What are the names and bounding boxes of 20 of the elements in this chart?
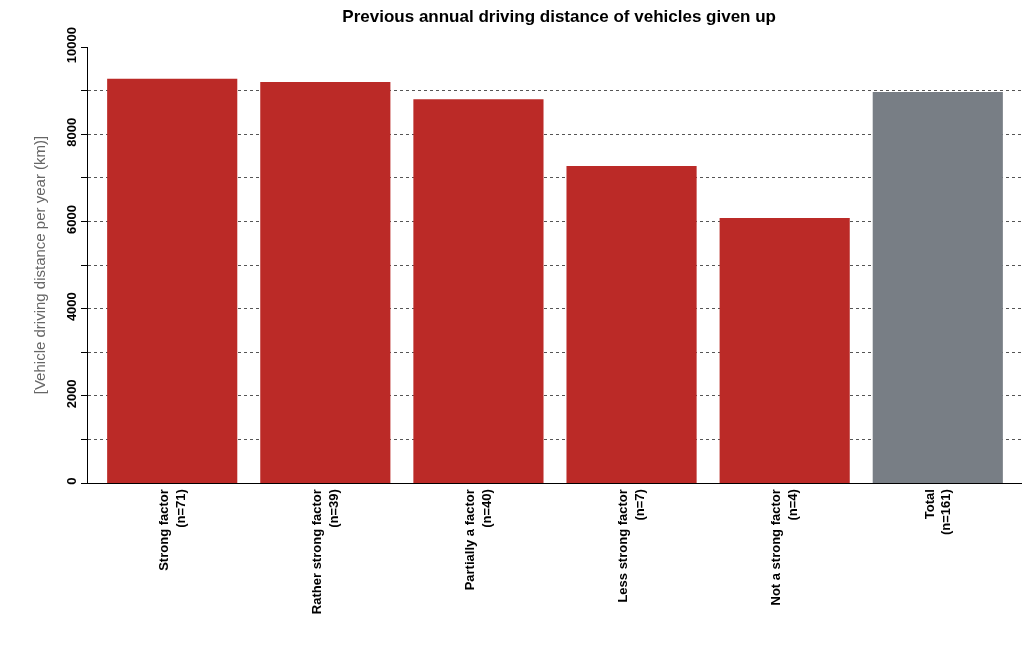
- x-tick-label: Rather strong factor (n=39): [309, 489, 342, 615]
- x-tick-label: Strong factor (n=71): [155, 489, 188, 571]
- bar: [566, 166, 697, 483]
- y-tick-label: 10000: [63, 26, 79, 64]
- bar: [107, 78, 238, 483]
- x-tick-label: Partially a factor (n=40): [462, 489, 495, 591]
- y-axis-title: [Vehicle driving distance per year (km)]: [31, 135, 49, 395]
- y-tick-label: 0: [63, 477, 79, 485]
- bar: [719, 217, 850, 483]
- y-tick-label: 4000: [63, 292, 79, 322]
- x-tick-label: Total (n=161): [921, 489, 954, 536]
- x-tick-label: Not a strong factor (n=4): [768, 489, 801, 606]
- x-tick-label: Less strong factor (n=7): [615, 489, 648, 603]
- bar: [872, 91, 1003, 483]
- y-tick-label: 6000: [63, 204, 79, 234]
- y-tick-label: 2000: [63, 379, 79, 409]
- bar: [413, 99, 544, 483]
- y-tick-label: 8000: [63, 117, 79, 147]
- bar: [260, 81, 391, 483]
- chart-title: Previous annual driving distance of vehicles given up: [342, 6, 776, 26]
